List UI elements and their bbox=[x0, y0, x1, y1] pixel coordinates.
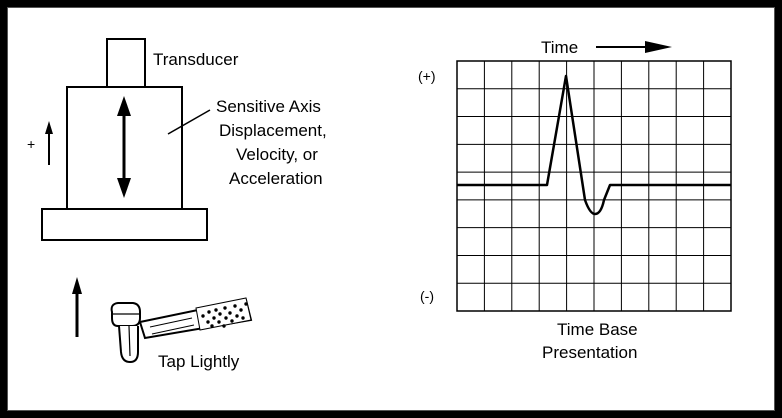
time-arrow bbox=[596, 41, 672, 53]
caption-line-2: Presentation bbox=[542, 343, 637, 362]
hammer-icon bbox=[110, 297, 253, 364]
axis-leader-line bbox=[167, 109, 211, 135]
minus-label: (-) bbox=[420, 288, 434, 304]
impulse-waveform bbox=[457, 74, 731, 216]
tap-lightly-label: Tap Lightly bbox=[158, 352, 240, 371]
caption-line-1: Time Base bbox=[557, 320, 638, 339]
sensitive-axis-arrow bbox=[117, 96, 131, 198]
transducer-cap bbox=[106, 38, 146, 88]
plus-sign: + bbox=[27, 136, 35, 152]
time-label: Time bbox=[541, 38, 578, 57]
mounting-base bbox=[41, 208, 208, 241]
axis-label-line-2: Displacement, bbox=[219, 121, 327, 140]
axis-label-line-3: Velocity, or bbox=[236, 145, 318, 164]
axis-label-line-1: Sensitive Axis bbox=[216, 97, 321, 116]
plus-direction-arrow bbox=[45, 121, 53, 165]
transducer-label: Transducer bbox=[153, 50, 239, 69]
plus-label: (+) bbox=[418, 68, 436, 84]
axis-label-line-4: Acceleration bbox=[229, 169, 323, 188]
tap-arrow bbox=[72, 277, 82, 337]
